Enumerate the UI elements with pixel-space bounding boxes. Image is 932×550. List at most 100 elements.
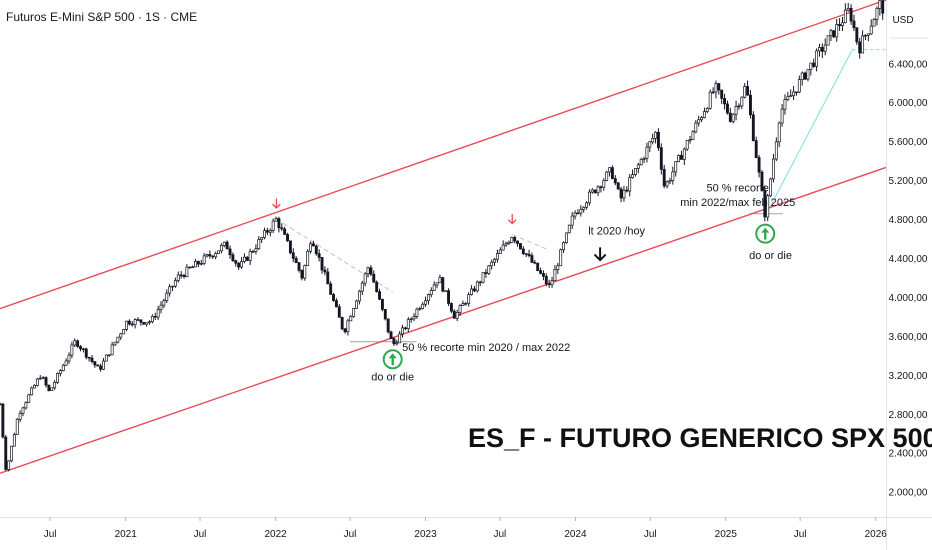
candle-body: [705, 108, 709, 112]
candle-body: [211, 255, 215, 258]
candle-body: [386, 318, 390, 333]
candle-body: [760, 171, 764, 191]
candle-body: [449, 303, 453, 312]
candle-body: [317, 253, 321, 258]
candle-body: [237, 262, 241, 268]
candle-body: [242, 256, 246, 262]
candle-body: [524, 253, 528, 255]
candle-body: [50, 387, 54, 392]
green-arrow-head: [388, 353, 397, 359]
candle-body: [493, 258, 496, 263]
candle-body: [866, 33, 870, 36]
candle-body: [697, 119, 701, 124]
candle-body: [323, 269, 327, 273]
candle-body: [576, 212, 580, 215]
candle-body: [99, 365, 103, 370]
candle-body: [145, 322, 149, 325]
candle-body: [648, 141, 652, 148]
candle-body: [881, 0, 885, 14]
candle-body: [96, 364, 100, 367]
candle-body: [815, 50, 819, 67]
candle-body: [234, 260, 238, 264]
candle-body: [728, 112, 732, 122]
candle-body: [139, 319, 143, 323]
candle-body: [4, 436, 8, 470]
candle-body: [869, 25, 873, 35]
candle-body: [774, 141, 778, 160]
candle-body: [579, 209, 583, 214]
candle-body: [691, 131, 695, 140]
x-tick-label: Jul: [44, 529, 57, 540]
candle-body: [708, 91, 712, 109]
candle-body: [366, 267, 370, 275]
candle-body: [76, 340, 80, 347]
candle-body: [504, 243, 508, 246]
candle-body: [501, 244, 505, 251]
currency-label[interactable]: USD: [892, 15, 913, 26]
candle-body: [797, 79, 801, 93]
candle-body: [0, 403, 2, 406]
candle-body: [119, 333, 123, 338]
black-down-arrow-icon: [594, 247, 607, 262]
green-up-arrow-circle-icon: [755, 223, 776, 244]
candle-body: [107, 354, 111, 356]
candle-body: [536, 262, 540, 271]
candle-body: [10, 445, 13, 462]
candle-body: [616, 182, 620, 190]
candle-body: [217, 250, 220, 254]
y-tick-label: 4.400,00: [889, 254, 928, 265]
candle-body: [314, 245, 318, 255]
candle-body: [228, 248, 232, 256]
candle-body: [464, 303, 468, 305]
candle-body: [541, 273, 545, 277]
candle-body: [720, 89, 724, 99]
candle-body: [61, 364, 65, 371]
candle-body: [64, 360, 68, 366]
candle-body: [777, 122, 781, 143]
candle-body: [409, 318, 413, 321]
candle-body: [403, 327, 407, 330]
decline-dashed-line: [512, 234, 550, 251]
candle-body: [826, 35, 830, 46]
candle-body: [432, 284, 436, 291]
candle-body: [245, 256, 249, 261]
candle-body: [205, 254, 209, 257]
candle-body: [461, 303, 465, 306]
green-arrow-head: [761, 227, 770, 233]
candle-body: [280, 227, 284, 230]
candle-body: [470, 288, 473, 295]
green-up-arrow-circle-icon: [382, 349, 403, 370]
candle-body: [472, 288, 476, 292]
candle-body: [1, 403, 5, 438]
candle-body: [864, 34, 867, 37]
candle-body: [516, 240, 520, 244]
candle-body: [219, 245, 223, 252]
candle-body: [820, 47, 824, 52]
candle-body: [484, 272, 488, 274]
candle-body: [424, 300, 427, 305]
candle-body: [93, 361, 97, 366]
candle-body: [352, 308, 356, 317]
candle-body: [878, 0, 882, 9]
candle-body: [231, 254, 235, 262]
candle-body: [447, 290, 450, 304]
candle-body: [527, 253, 531, 256]
candle-body: [610, 167, 614, 179]
candle-body: [662, 168, 666, 187]
candle-body: [360, 282, 364, 292]
candle-body: [550, 280, 554, 286]
candle-body: [567, 224, 571, 234]
candle-body: [133, 319, 137, 326]
candle-body: [56, 373, 59, 383]
candle-body: [665, 181, 669, 187]
candle-body: [90, 357, 94, 362]
candle-body: [33, 385, 36, 389]
candle-body: [297, 262, 301, 271]
candle-body: [495, 253, 499, 260]
candle-body: [35, 378, 39, 386]
candle-body: [225, 241, 229, 250]
candle-body: [286, 234, 289, 242]
